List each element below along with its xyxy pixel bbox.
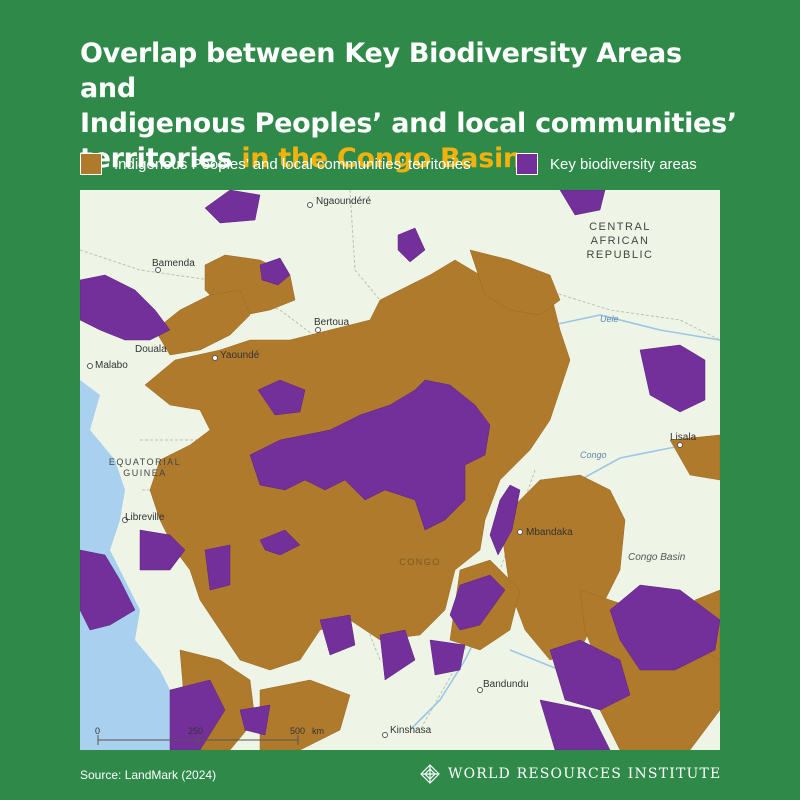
city-marker	[212, 355, 218, 361]
scale-bar: 0 250 500 km	[95, 726, 324, 745]
kba-area	[449, 574, 506, 631]
city-marker	[315, 327, 321, 333]
place-label: Mbandaka	[526, 527, 573, 538]
region-label-congo: CONGO	[399, 557, 441, 567]
country-label-eqg-2: GUINEA	[123, 468, 167, 478]
place-label: Kinshasa	[390, 725, 432, 736]
page-title: Overlap between Key Biodiversity Areas a…	[80, 36, 740, 176]
kba-area	[139, 529, 186, 571]
kba-area	[80, 274, 171, 341]
title-line-3: territories in the Congo Basin	[80, 141, 740, 176]
kba-area	[559, 190, 606, 216]
territories-swatch	[80, 153, 102, 175]
kba-area	[489, 484, 521, 556]
place-label: Bandundu	[483, 679, 529, 690]
place-label: Bertoua	[314, 317, 349, 328]
kba-area	[609, 584, 720, 671]
title-line-2: Indigenous Peoples’ and local communitie…	[80, 108, 737, 139]
region-label: Congo Basin	[628, 552, 686, 563]
place-label: Yaoundé	[220, 350, 260, 361]
city-marker	[87, 363, 93, 369]
kba-area	[257, 379, 306, 416]
city-marker	[677, 442, 683, 448]
river-label-congo: Congo	[580, 450, 607, 460]
kba-area	[204, 190, 261, 224]
territory-area	[154, 289, 251, 356]
kba-area	[249, 379, 491, 531]
kba-area	[379, 629, 416, 681]
place-label: Libreville	[125, 512, 165, 523]
kba-area	[259, 529, 301, 556]
place-label: Ngaoundéré	[316, 196, 371, 207]
map: CENTRAL AFRICAN REPUBLIC EQUATORIAL GUIN…	[80, 190, 720, 750]
kba-area	[80, 549, 136, 631]
city-marker	[307, 202, 313, 208]
kba-area	[397, 227, 426, 263]
kba-area	[204, 544, 231, 591]
scale-tick-0: 0	[95, 726, 100, 736]
wri-logo-icon	[420, 764, 440, 784]
legend-item-territories: Indigenous Peoples’ and local communitie…	[80, 153, 471, 175]
map-svg: CENTRAL AFRICAN REPUBLIC EQUATORIAL GUIN…	[80, 190, 720, 750]
kba-layer	[80, 190, 720, 750]
scale-unit: km	[312, 726, 324, 736]
country-label-eqg-1: EQUATORIAL	[109, 457, 181, 467]
title-line-1: Overlap between Key Biodiversity Areas a…	[80, 38, 682, 104]
title-line-3-prefix: territories	[80, 143, 233, 174]
legend-label-territories: Indigenous Peoples’ and local communitie…	[114, 155, 471, 173]
city-marker	[122, 517, 128, 523]
city-marker	[155, 267, 161, 273]
territory-area	[469, 249, 561, 316]
kba-swatch	[516, 153, 538, 175]
country-label-car-3: REPUBLIC	[586, 249, 653, 261]
kba-area	[429, 639, 466, 676]
country-labels: CENTRAL AFRICAN REPUBLIC EQUATORIAL GUIN…	[109, 221, 653, 567]
kba-area	[319, 614, 356, 656]
title-highlight: in the Congo Basin	[241, 143, 522, 174]
organization-credit: WORLD RESOURCES INSTITUTE	[420, 764, 721, 784]
city-marker	[477, 687, 483, 693]
kba-area	[259, 257, 291, 286]
legend: Indigenous Peoples’ and local communitie…	[80, 153, 760, 181]
source-note: Source: LandMark (2024)	[80, 768, 217, 782]
river-label-uele: Uele	[600, 314, 619, 324]
ocean	[80, 380, 205, 750]
kba-area	[239, 704, 271, 736]
scale-tick-250: 250	[188, 726, 203, 736]
place-labels: Ngaoundéré Bamenda Bertoua Douala Malabo…	[87, 196, 697, 738]
place-label: Malabo	[95, 360, 128, 371]
scale-tick-500: 500	[290, 726, 305, 736]
kba-area	[639, 344, 706, 413]
place-label: Lisala	[670, 432, 697, 443]
place-label: Bamenda	[152, 258, 195, 269]
organization-name: WORLD RESOURCES INSTITUTE	[448, 766, 722, 782]
kba-area	[539, 699, 611, 750]
city-marker	[517, 529, 523, 535]
place-label: Douala	[135, 344, 167, 355]
territory-area	[259, 679, 351, 750]
legend-item-kba: Key biodiversity areas	[516, 153, 697, 175]
kba-area	[549, 639, 631, 711]
country-label-car-2: AFRICAN	[591, 235, 650, 247]
legend-label-kba: Key biodiversity areas	[550, 155, 697, 173]
city-marker	[382, 732, 388, 738]
country-label-car-1: CENTRAL	[589, 221, 651, 233]
